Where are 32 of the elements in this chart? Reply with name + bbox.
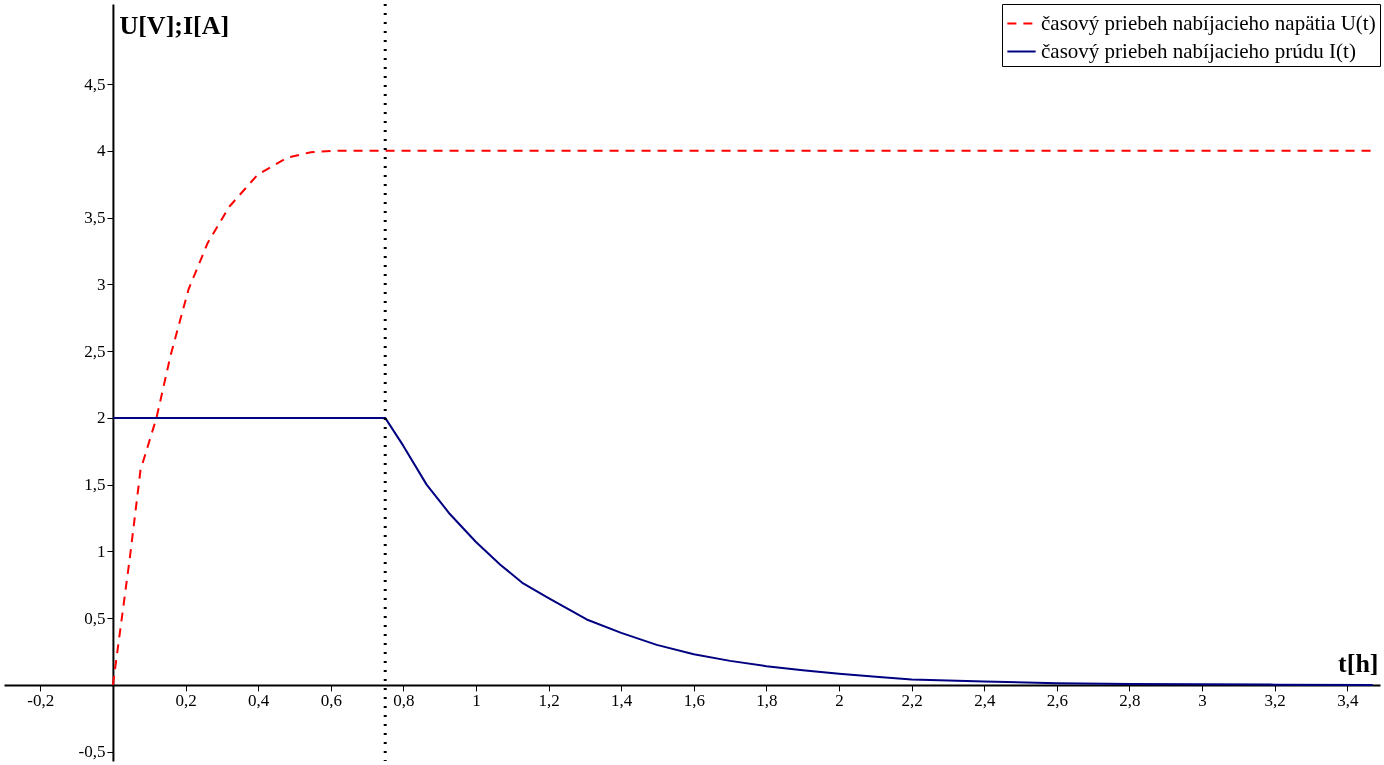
x-axis-title: t[h] [1338, 649, 1379, 679]
x-tick-label: 1,8 [756, 691, 778, 711]
y-tick-label: 3 [96, 274, 106, 294]
x-tick-label: 2,8 [1119, 691, 1141, 711]
y-tick-label: 0,5 [84, 608, 106, 628]
x-tick-label: 2 [835, 691, 844, 711]
y-tick-label: 1,5 [84, 475, 106, 495]
y-tick-label: 4 [96, 141, 106, 161]
y-tick-label: 2 [96, 408, 106, 428]
legend-label: časový priebeh nabíjacieho prúdu I(t) [1041, 38, 1356, 63]
x-tick-label: 1 [472, 691, 481, 711]
x-tick-label: 3 [1198, 691, 1207, 711]
y-axis-title: U[V];I[A] [119, 10, 230, 40]
x-tick-label: -0,2 [27, 691, 55, 711]
legend-label: časový priebeh nabíjacieho napätia U(t) [1041, 10, 1376, 35]
y-tick-label: 3,5 [84, 208, 106, 228]
x-tick-label: 0,6 [320, 691, 342, 711]
x-tick-label: 0,8 [393, 691, 415, 711]
x-tick-label: 2,2 [901, 691, 923, 711]
x-tick-label: 3,4 [1337, 691, 1359, 711]
y-tick-label: -0,5 [78, 742, 106, 762]
y-tick-label: 4,5 [84, 74, 106, 94]
x-tick-label: 1,4 [611, 691, 633, 711]
x-tick-label: 2,4 [974, 691, 996, 711]
y-tick-label: 1 [96, 541, 106, 561]
x-tick-label: 3,2 [1264, 691, 1286, 711]
x-tick-label: 0,4 [248, 691, 270, 711]
x-tick-label: 1,2 [538, 691, 560, 711]
y-tick-label: 2,5 [84, 341, 106, 361]
x-tick-label: 0,2 [175, 691, 197, 711]
x-tick-label: 2,6 [1046, 691, 1068, 711]
x-tick-label: 1,6 [683, 691, 705, 711]
